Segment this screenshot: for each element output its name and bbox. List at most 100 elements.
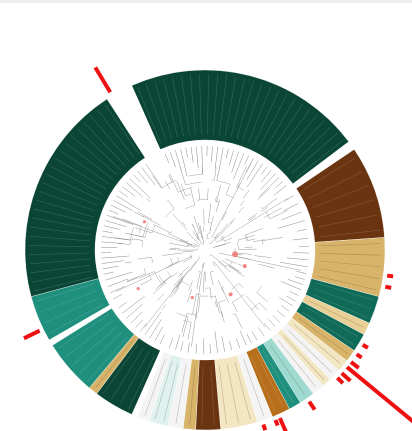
tip-branch: [273, 185, 287, 196]
tip-branch: [141, 167, 156, 186]
tip-label-line: [95, 340, 134, 388]
tip-branch: [211, 146, 213, 163]
tip-label-line: [316, 282, 374, 301]
internal-branch: [199, 225, 205, 245]
internal-arc: [158, 275, 165, 285]
tip-label-line: [29, 245, 90, 248]
internal-branch: [225, 185, 230, 195]
internal-branch: [161, 304, 166, 310]
tip-label-line: [163, 362, 179, 422]
internal-branch: [237, 263, 243, 266]
tip-label-line: [36, 283, 95, 302]
internal-branch: [162, 252, 183, 256]
internal-branch: [220, 235, 225, 239]
internal-branch: [198, 222, 203, 238]
tip-branch: [101, 255, 130, 259]
internal-arc: [185, 182, 202, 186]
tip-label-line: [77, 128, 122, 171]
internal-branch: [191, 223, 199, 238]
internal-branch: [218, 261, 231, 273]
tip-label-line: [256, 353, 284, 408]
internal-branch: [229, 265, 242, 274]
internal-branch: [155, 281, 165, 290]
tip-branch: [111, 205, 126, 213]
value-bar: [345, 365, 412, 424]
internal-arc: [154, 271, 162, 284]
tip-branch: [297, 229, 307, 232]
tip-branch: [159, 334, 165, 344]
internal-branch: [179, 239, 192, 245]
tip-label-line: [287, 126, 331, 170]
internal-branch: [221, 212, 227, 221]
tip-branch: [236, 338, 240, 349]
tip-branch: [118, 302, 128, 309]
internal-branch: [215, 295, 220, 314]
tip-label-line: [253, 90, 280, 145]
tip-label-line: [33, 276, 93, 292]
tip-label-line: [111, 348, 144, 400]
internal-branch: [182, 250, 194, 253]
internal-arc: [250, 302, 260, 311]
tip-label-line: [320, 253, 381, 256]
tip-label-line: [90, 115, 130, 162]
tip-label-line: [308, 171, 363, 199]
tip-branch: [122, 186, 136, 197]
internal-branch: [244, 228, 263, 236]
internal-arc: [148, 273, 152, 280]
internal-arc: [170, 230, 173, 234]
tip-label-line: [163, 78, 178, 138]
node-marker: [242, 264, 247, 269]
internal-branch: [162, 276, 171, 283]
top-border: [0, 0, 412, 3]
internal-branch: [135, 227, 153, 234]
tip-branch: [289, 290, 299, 296]
internal-arc: [129, 226, 134, 245]
value-bar: [386, 273, 394, 279]
tip-branch: [135, 319, 143, 328]
tip-label-line: [295, 140, 343, 179]
tip-label-line: [144, 358, 166, 416]
tip-label-line: [283, 120, 325, 165]
tip-branch: [201, 146, 203, 175]
internal-branch: [257, 188, 270, 201]
tip-branch: [275, 180, 284, 188]
tip-label-line: [172, 76, 184, 137]
tip-label-line: [274, 108, 311, 158]
node-marker: [142, 220, 147, 224]
internal-branch: [171, 272, 178, 278]
tip-branch: [164, 153, 170, 164]
internal-arc: [144, 226, 149, 238]
internal-branch: [133, 238, 143, 241]
internal-branch: [221, 311, 225, 323]
internal-branch: [198, 187, 201, 200]
internal-branch: [253, 239, 265, 242]
internal-branch: [234, 313, 243, 329]
tip-label-line: [312, 294, 368, 318]
long-branch: [218, 252, 301, 271]
internal-branch: [208, 203, 212, 223]
internal-branch: [153, 224, 172, 234]
internal-arc: [209, 242, 211, 245]
tip-branch: [295, 276, 305, 280]
value-bar: [278, 417, 288, 431]
tip-label-line: [309, 300, 364, 328]
internal-branch: [164, 180, 170, 190]
tip-label-line: [224, 76, 237, 136]
internal-branch: [125, 261, 132, 264]
internal-branch: [134, 211, 144, 218]
tip-label-line: [40, 290, 97, 313]
internal-arc: [236, 186, 244, 191]
internal-arc: [170, 258, 174, 265]
tip-label-line: [312, 185, 369, 208]
tip-branch: [263, 322, 271, 331]
internal-arc: [198, 256, 200, 258]
tip-branch: [247, 163, 263, 187]
tip-label-line: [302, 312, 354, 345]
value-bar: [273, 419, 280, 427]
tip-label-line: [318, 214, 378, 228]
internal-branch: [168, 261, 180, 266]
internal-arc: [198, 270, 201, 272]
internal-branch: [209, 215, 214, 230]
tip-branch: [144, 311, 162, 335]
internal-arc: [181, 276, 183, 278]
